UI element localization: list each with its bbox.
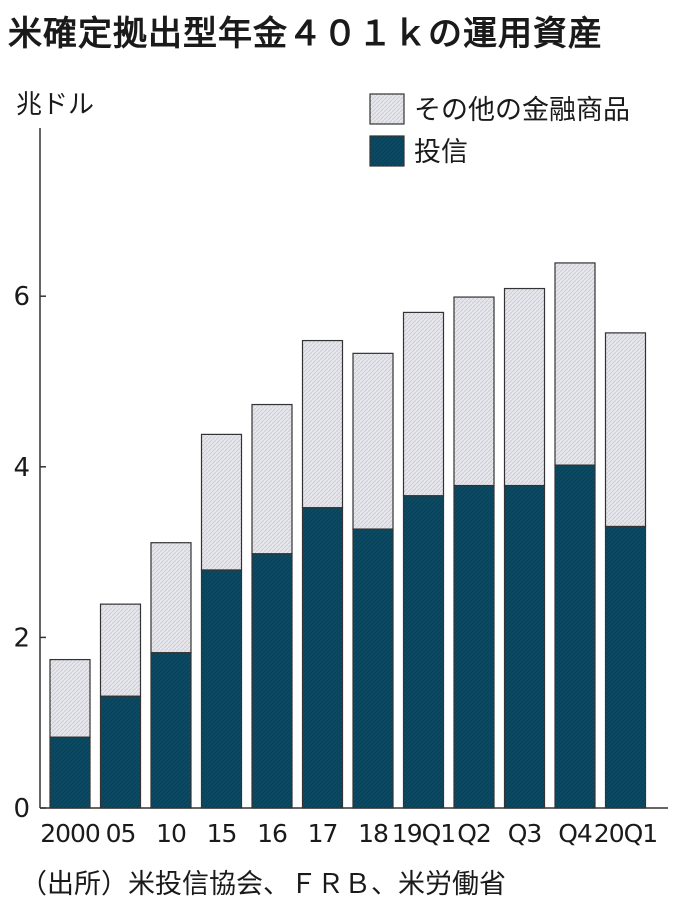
bar-other-financial-products (200, 433, 243, 571)
x-tick-label: Q3 (508, 819, 542, 848)
bar-mutual-funds (503, 484, 546, 809)
bar-other-financial-products (453, 296, 495, 487)
bar-mutual-funds (604, 525, 647, 809)
x-tick-label: 18 (358, 819, 388, 848)
bar-mutual-funds (251, 553, 293, 809)
x-tick-label: 17 (308, 819, 338, 848)
y-tick-label: 4 (13, 453, 30, 483)
x-tick-label: 19Q1 (392, 819, 455, 848)
bar-other-financial-products (503, 287, 546, 487)
bar-mutual-funds (49, 736, 91, 809)
x-tick-label: 2000 (40, 819, 100, 848)
x-tick-label: 05 (106, 819, 136, 848)
legend-swatch (369, 135, 405, 167)
y-tick-label: 2 (13, 623, 30, 653)
x-tick-label: Q2 (457, 819, 491, 848)
bar-mutual-funds (554, 464, 596, 809)
y-tick-label: 0 (13, 794, 30, 824)
bar-other-financial-products (49, 658, 91, 738)
bar-mutual-funds (99, 695, 142, 809)
bar-other-financial-products (352, 352, 394, 530)
x-tick-label: Q4 (558, 819, 592, 848)
bar-mutual-funds (402, 495, 445, 809)
bar-other-financial-products (554, 262, 596, 466)
chart-title: 米確定拠出型年金４０１ｋの運用資産 (8, 14, 603, 54)
legend-label: その他の金融商品 (414, 95, 630, 126)
bar-mutual-funds (200, 569, 243, 809)
x-tick-label: 16 (257, 819, 287, 848)
y-tick-label: 6 (13, 282, 30, 312)
y-axis-unit-label: 兆ドル (16, 90, 94, 120)
bar-mutual-funds (150, 652, 192, 809)
x-tick-label: 15 (207, 819, 237, 848)
bar-mutual-funds (301, 507, 344, 809)
bar-other-financial-products (251, 403, 293, 555)
bar-other-financial-products (150, 542, 192, 654)
bar-other-financial-products (301, 339, 344, 509)
bar-other-financial-products (402, 311, 445, 497)
source-note: （出所）米投信協会、ＦＲＢ、米労働省 (20, 869, 506, 900)
legend-swatch (369, 93, 405, 125)
legend-label: 投信 (414, 137, 468, 168)
x-tick-label: 20Q1 (594, 819, 657, 848)
x-tick-label: 10 (156, 819, 186, 848)
bar-mutual-funds (352, 528, 394, 809)
bar-other-financial-products (99, 603, 142, 697)
bar-other-financial-products (604, 332, 647, 528)
bar-mutual-funds (453, 484, 495, 809)
